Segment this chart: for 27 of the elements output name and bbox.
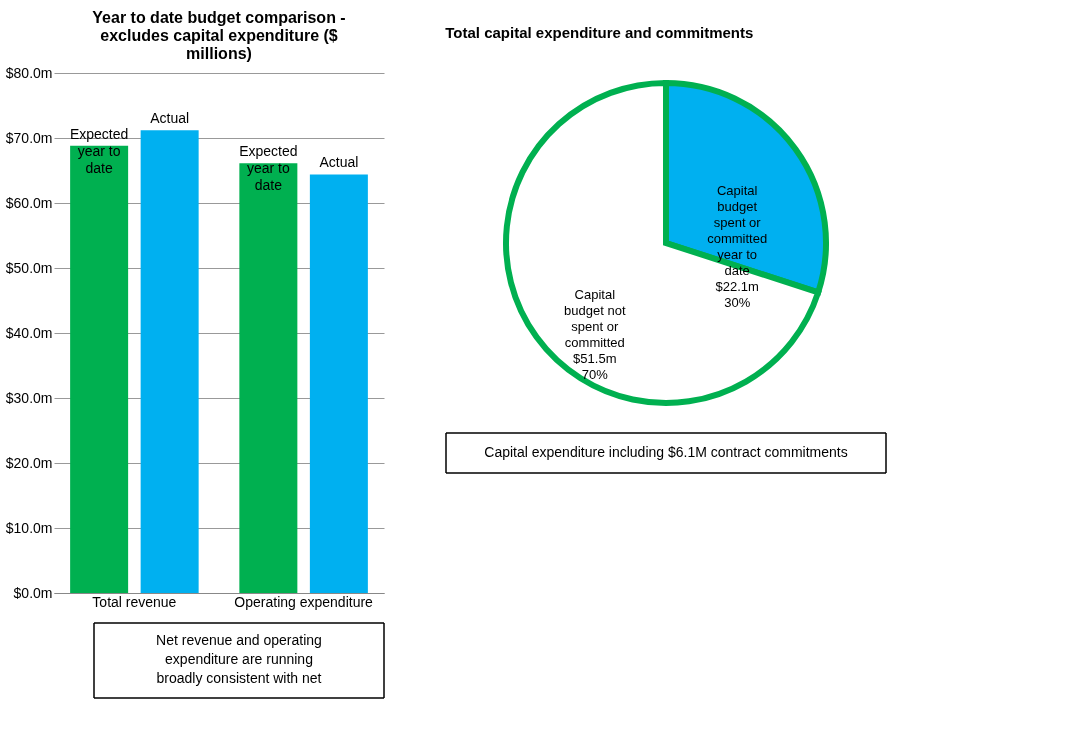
bar [70,145,129,593]
series-label: Expected year to date [69,125,129,176]
series-label: Actual [150,110,190,127]
y-tick-label: $30.0m [5,389,53,406]
y-tick-label: $40.0m [5,324,53,341]
x-tick-label: Total revenue [92,593,177,610]
y-tick-label: $0.0m [13,584,53,601]
y-tick-label: $80.0m [5,64,53,81]
chart-title: Total capital expenditure and commitments [445,24,754,41]
y-tick-label: $50.0m [5,259,53,276]
text: Net revenue and operating expenditure are running broadly consistent with net [156,632,322,686]
y-tick-label: $20.0m [5,454,53,471]
y-tick-label: $10.0m [5,519,53,536]
data-label: 70% [581,366,609,382]
text: Actual [319,154,359,171]
slice-label: Capital budget not spent or committed $51.5m [564,286,626,366]
data-label: 30% [724,295,751,311]
bar [309,174,368,593]
text: Expected year to date [239,143,298,194]
x-tick-label: Operating expenditure [234,593,374,610]
y-tick-label: $60.0m [5,194,53,211]
chart-title: Year to date budget comparison - excludes capital expenditure ($ millions) [92,9,346,62]
bar [140,130,199,593]
y-tick-label: $70.0m [5,129,53,146]
text: Capital expenditure including $6.1M contract commitments [484,444,848,460]
slice-label: Capital budget spent or committed year to date $22.1m [707,183,768,295]
bar [239,163,298,593]
